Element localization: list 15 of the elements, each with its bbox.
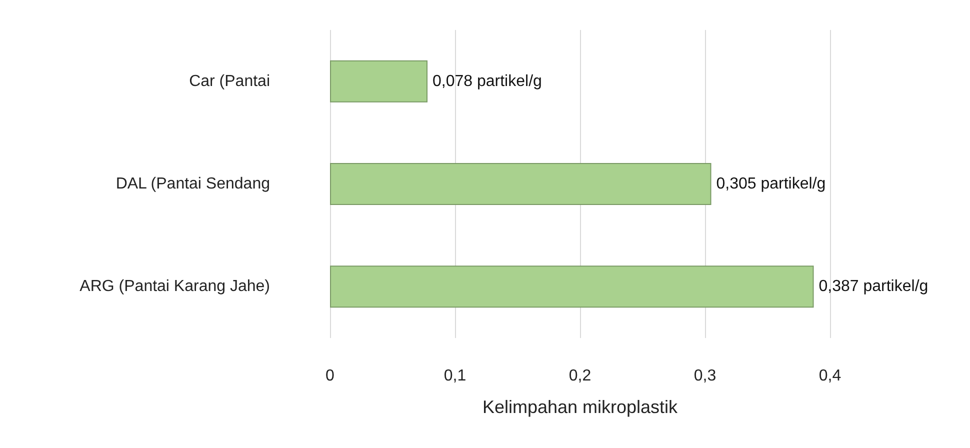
x-tick-label: 0	[326, 368, 335, 384]
y-tick-label: ARG (Pantai Karang Jahe)	[80, 278, 270, 296]
x-tick-label: 0,4	[818, 368, 842, 384]
x-tick-label: 0,3	[694, 368, 716, 384]
x-axis-title: Kelimpahan mikroplastik	[482, 397, 679, 417]
x-tick-label: 0,1	[444, 368, 466, 384]
x-tick-label: 0,2	[568, 368, 592, 384]
bar	[330, 60, 428, 102]
y-tick-label: DAL (Pantai Sendang	[116, 176, 270, 192]
data-label: 0,387 partikel/g	[818, 278, 928, 296]
bar	[330, 266, 814, 308]
data-label: 0,078 partikel/g	[432, 72, 542, 90]
bar	[330, 163, 712, 205]
data-label: 0,305 partikel/g	[716, 176, 826, 192]
y-tick-label: Car (Pantai	[189, 72, 270, 90]
